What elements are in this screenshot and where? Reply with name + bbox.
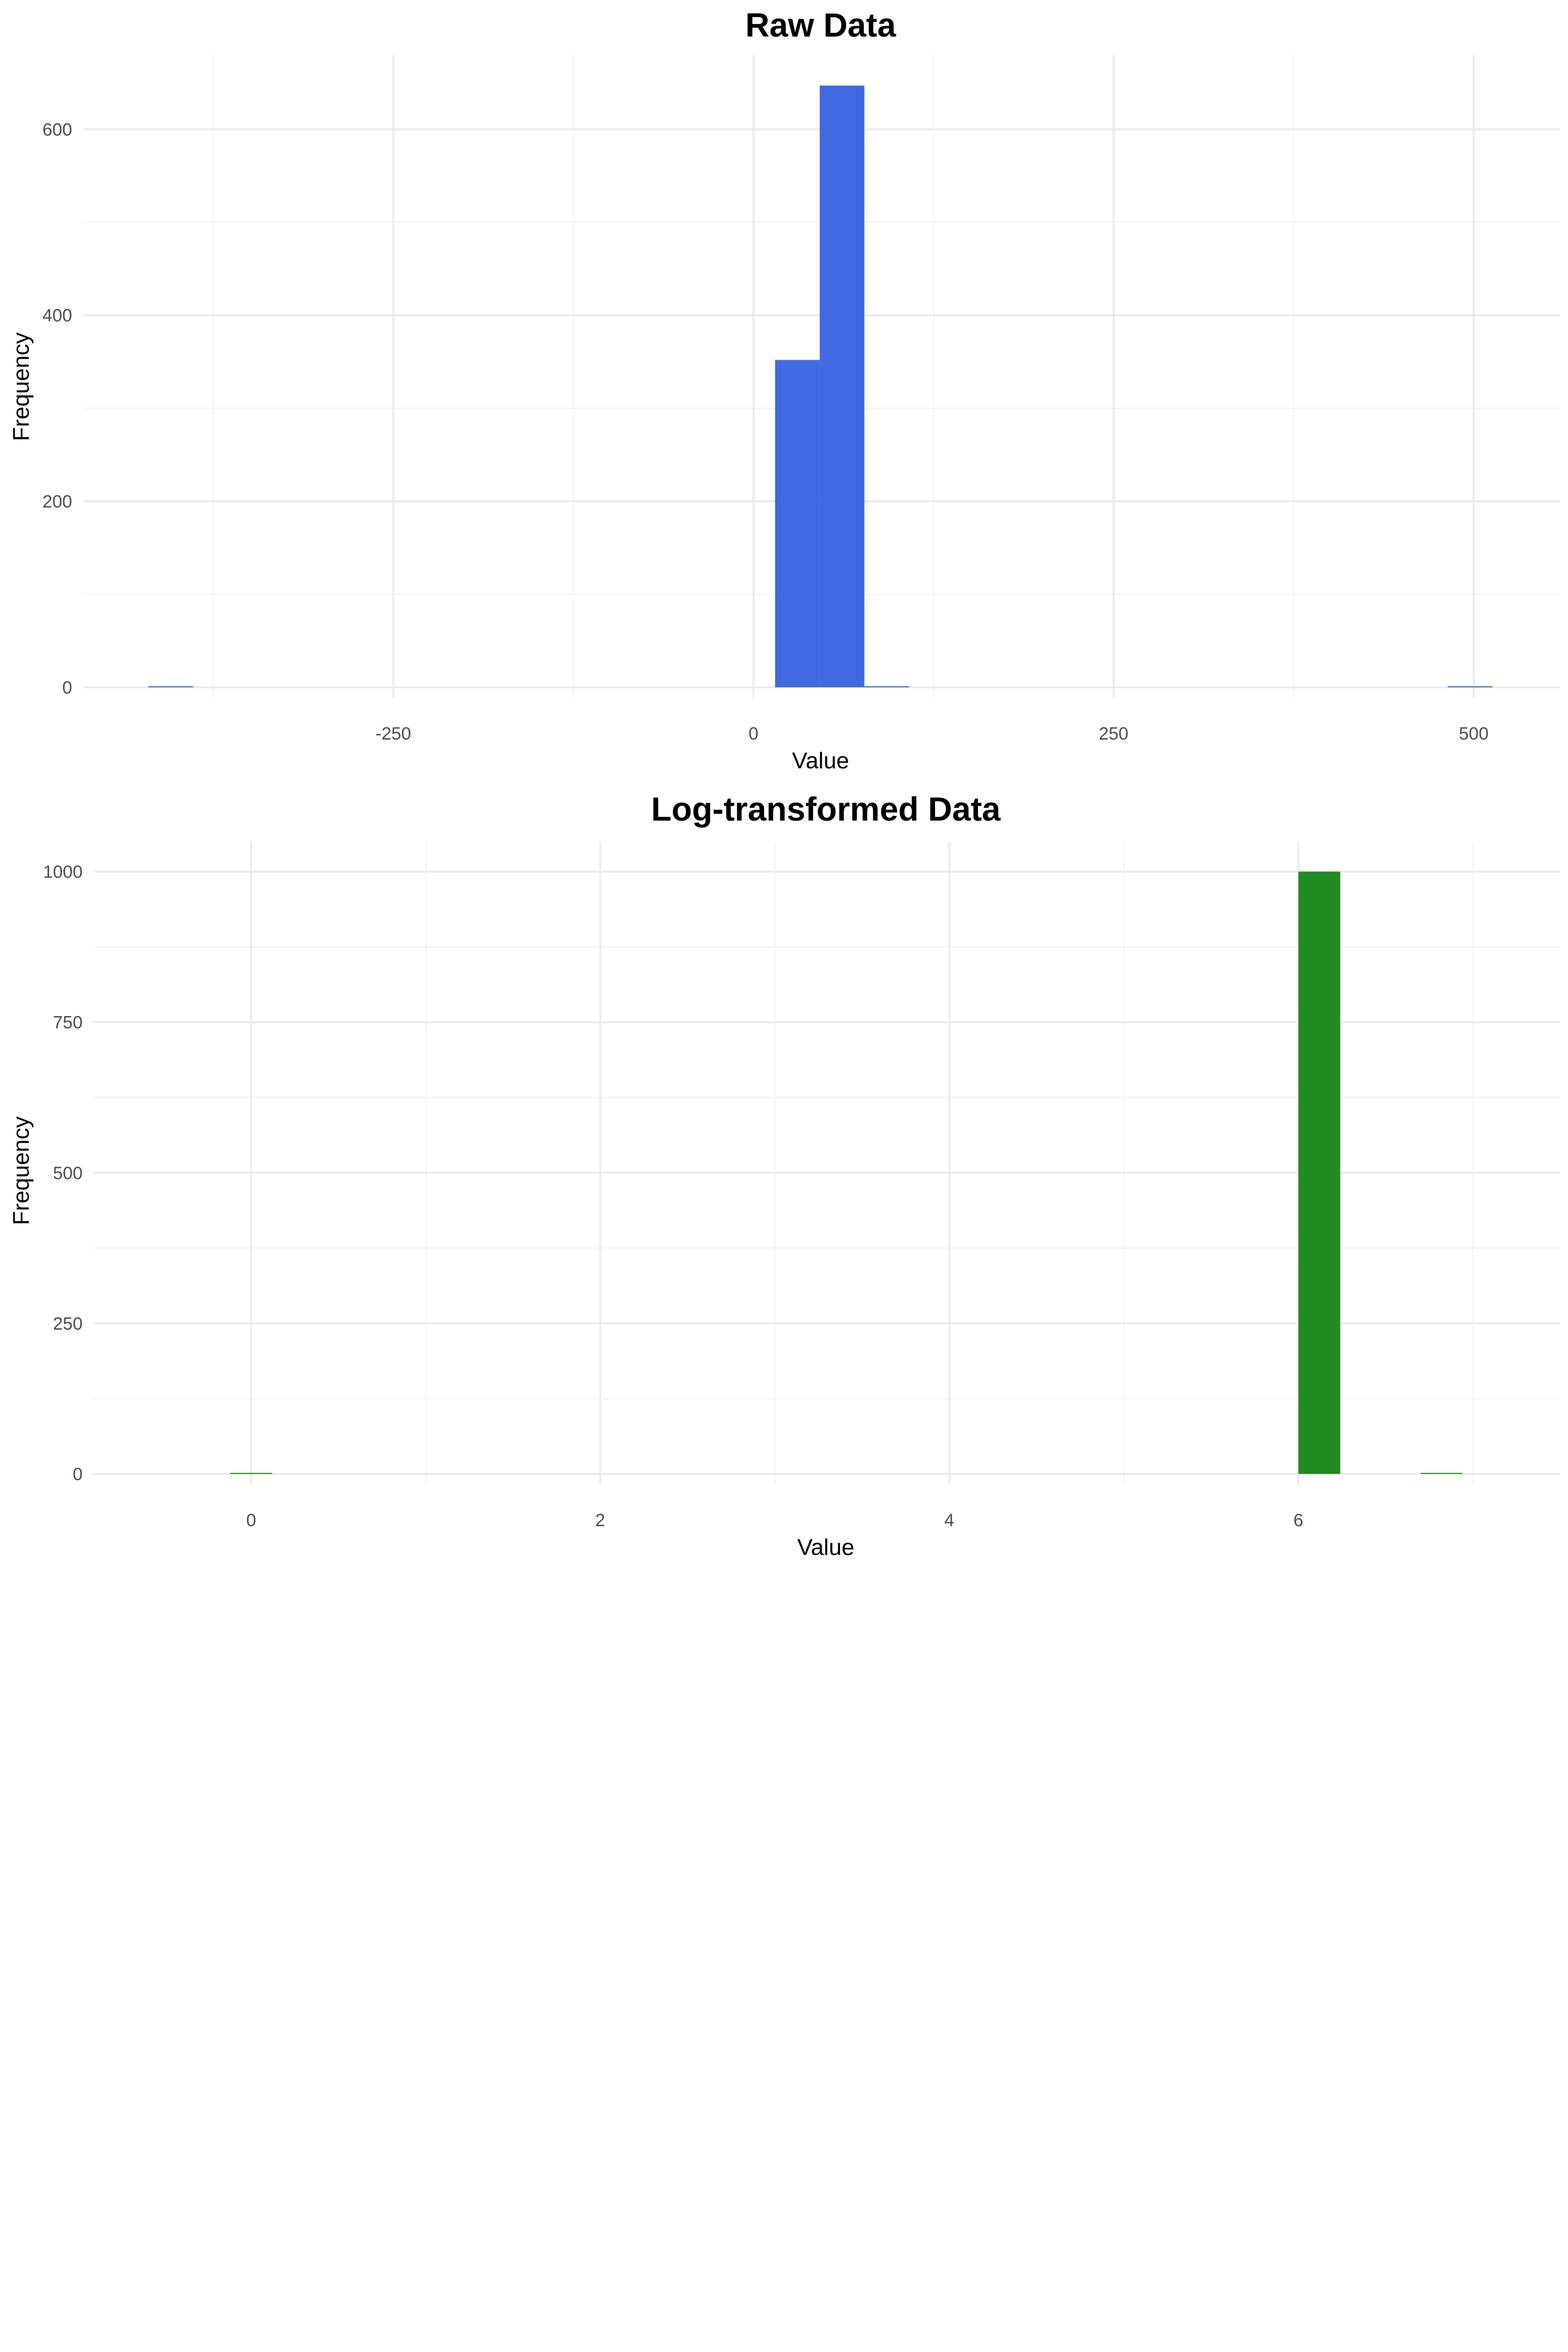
- x-tick-label: 0: [246, 1511, 256, 1530]
- x-tick-label: -250: [376, 724, 411, 744]
- y-tick-labels: 0 200 400 600: [42, 120, 72, 698]
- x-tick-label: 2: [595, 1511, 605, 1530]
- y-tick-label: 0: [73, 1465, 83, 1484]
- histogram-bar: [148, 686, 193, 687]
- y-axis-title: Frequency: [8, 332, 34, 441]
- bars: [148, 85, 1493, 687]
- histogram-bar: [1448, 686, 1493, 687]
- histogram-bar: [1420, 1473, 1462, 1474]
- x-tick-label: 6: [1294, 1511, 1304, 1530]
- log-transformed-histogram: Log-transformed Data 0 2 4 6 0 250 500 750 1000…: [8, 790, 1560, 1560]
- y-tick-label: 400: [42, 306, 72, 326]
- x-tick-label: 500: [1459, 724, 1489, 744]
- x-tick-label: 4: [944, 1511, 954, 1530]
- histogram-bar: [775, 360, 820, 687]
- histogram-bar: [1298, 871, 1341, 1474]
- histogram-bar: [864, 686, 909, 687]
- chart-title: Raw Data: [745, 6, 896, 44]
- x-axis-title: Value: [792, 748, 849, 774]
- y-tick-label: 1000: [43, 862, 83, 882]
- chart-title: Log-transformed Data: [651, 790, 1001, 828]
- y-axis-title: Frequency: [8, 1116, 34, 1225]
- y-tick-label: 600: [42, 120, 72, 140]
- bars: [230, 871, 1462, 1474]
- y-tick-label: 750: [53, 1013, 83, 1033]
- x-axis-title: Value: [797, 1535, 854, 1560]
- x-tick-labels: -250 0 250 500: [376, 724, 1489, 744]
- y-tick-labels: 0 250 500 750 1000: [43, 862, 83, 1484]
- y-tick-label: 200: [42, 492, 72, 512]
- x-tick-label: 250: [1099, 724, 1128, 744]
- x-tick-labels: 0 2 4 6: [246, 1511, 1303, 1530]
- histogram-bar: [820, 85, 864, 687]
- histogram-bar: [230, 1473, 272, 1474]
- y-tick-label: 500: [53, 1163, 83, 1183]
- y-tick-label: 0: [62, 678, 72, 698]
- y-tick-label: 250: [53, 1314, 83, 1334]
- x-tick-label: 0: [748, 724, 758, 744]
- raw-data-histogram: Raw Data -250 0 250 500 0 200 400 600 Value Fr…: [8, 6, 1560, 774]
